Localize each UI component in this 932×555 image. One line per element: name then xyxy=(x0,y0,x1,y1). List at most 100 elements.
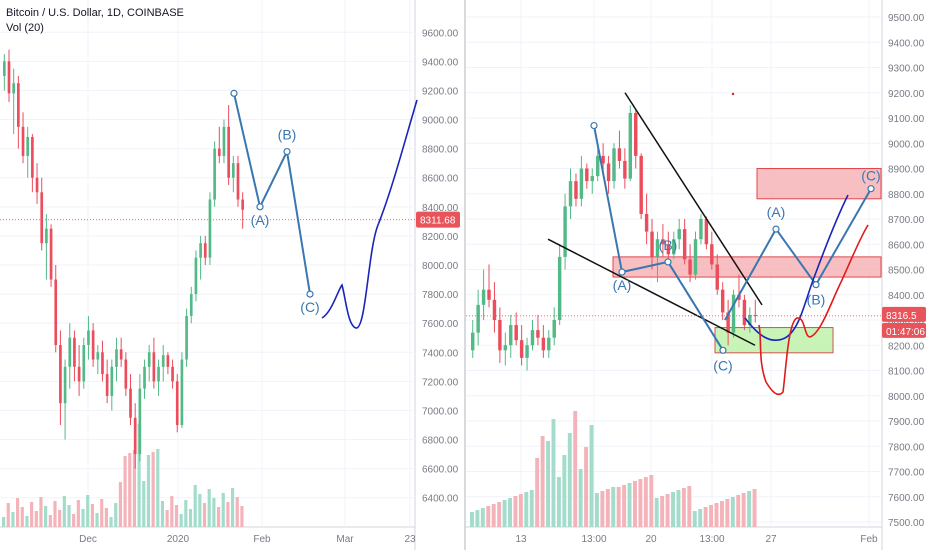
price-tick-label: 7600.00 xyxy=(888,493,925,504)
volume-bar xyxy=(100,499,104,527)
candle xyxy=(54,279,58,345)
wave-point xyxy=(664,258,672,266)
volume-bar xyxy=(11,512,15,527)
candle xyxy=(677,229,681,240)
price-tick-label: 8000.00 xyxy=(422,261,459,272)
wave-point xyxy=(283,147,291,156)
price-tick-label: 9400.00 xyxy=(888,38,925,49)
volume-bar xyxy=(132,450,137,527)
volume-bar xyxy=(562,455,567,527)
wave-point xyxy=(590,121,598,130)
candle xyxy=(110,366,114,396)
candle xyxy=(498,320,502,351)
volume-bar xyxy=(622,485,627,527)
price-tick-label: 7200.00 xyxy=(422,377,459,388)
wave-label: (A) xyxy=(251,212,270,228)
price-tick-label: 8500.00 xyxy=(888,266,925,277)
chart-symbol-title[interactable]: Bitcoin / U.S. Dollar, 1D, COINBASE xyxy=(6,7,184,19)
volume-bar xyxy=(235,497,239,527)
price-tick-label: 6800.00 xyxy=(422,436,459,447)
price-tick-label: 8900.00 xyxy=(888,165,925,176)
volume-bar xyxy=(627,483,632,527)
price-tick-label: 8100.00 xyxy=(888,367,925,378)
price-tick-label: 8600.00 xyxy=(422,174,459,185)
volume-bar xyxy=(48,515,52,527)
volume-bar xyxy=(719,501,724,527)
volume-bar xyxy=(475,510,480,527)
wave-point xyxy=(256,203,264,211)
volume-bar xyxy=(660,496,665,527)
price-tick-label: 9200.00 xyxy=(422,86,459,97)
wave-point xyxy=(772,225,780,233)
candle xyxy=(59,345,62,404)
candle xyxy=(715,264,719,290)
wave-label: (C) xyxy=(713,357,732,373)
price-tick-label: 8800.00 xyxy=(888,190,925,201)
wave-point xyxy=(812,281,820,289)
candle xyxy=(241,199,244,210)
volume-bar xyxy=(30,502,34,527)
volume-bar xyxy=(165,510,169,527)
volume-bar xyxy=(518,494,523,527)
price-tick-label: 9400.00 xyxy=(422,57,459,68)
hand-drawn-projection xyxy=(321,99,418,329)
price-tick-label: 7400.00 xyxy=(422,348,459,359)
volume-bar xyxy=(589,425,594,527)
volume-bar xyxy=(104,508,108,527)
candle xyxy=(236,163,240,200)
candle xyxy=(574,181,578,199)
candle xyxy=(644,213,649,232)
volume-bar xyxy=(160,501,165,527)
elliott-wave-path xyxy=(233,93,311,295)
wave-point xyxy=(867,185,875,193)
candle xyxy=(105,374,109,396)
volume-bar xyxy=(20,507,24,527)
candle xyxy=(231,163,235,178)
candle xyxy=(96,352,100,360)
last-price-label: 8316.5 xyxy=(886,311,917,322)
volume-bar xyxy=(184,500,188,527)
volume-bar xyxy=(90,504,94,527)
candle xyxy=(585,168,589,182)
candle xyxy=(628,112,633,179)
volume-bar xyxy=(16,498,20,527)
price-tick-label: 7500.00 xyxy=(888,518,925,529)
candle xyxy=(203,243,207,258)
candle xyxy=(590,176,594,182)
candle xyxy=(606,163,611,182)
marker-dot xyxy=(731,92,735,96)
time-tick-label: 13:00 xyxy=(581,534,606,545)
volume-bar xyxy=(2,517,6,527)
candle xyxy=(227,126,230,178)
volume-bar xyxy=(202,503,207,527)
candle xyxy=(530,330,535,346)
price-tick-label: 9200.00 xyxy=(888,89,925,100)
candle xyxy=(3,61,6,76)
candle xyxy=(161,355,165,367)
candle xyxy=(476,304,480,333)
candle xyxy=(753,314,757,316)
volume-bar xyxy=(480,508,485,527)
candle xyxy=(617,148,622,161)
volume-bar xyxy=(230,488,235,527)
candle xyxy=(650,231,654,257)
candle xyxy=(152,352,156,382)
candle xyxy=(12,83,16,94)
volume-bar xyxy=(44,506,48,527)
candle xyxy=(213,148,216,200)
wave-label: (B) xyxy=(278,127,297,143)
volume-bar xyxy=(76,500,80,527)
volume-bar xyxy=(6,503,10,527)
volume-bar xyxy=(638,479,643,527)
volume-bar xyxy=(654,498,659,527)
volume-indicator-label[interactable]: Vol (20) xyxy=(6,22,44,34)
volume-bar xyxy=(188,509,193,527)
volume-bar xyxy=(540,436,545,527)
candle xyxy=(115,349,118,367)
volume-bar xyxy=(491,504,496,527)
volume-bar xyxy=(118,482,122,527)
candle xyxy=(536,330,540,338)
candle xyxy=(157,366,160,382)
